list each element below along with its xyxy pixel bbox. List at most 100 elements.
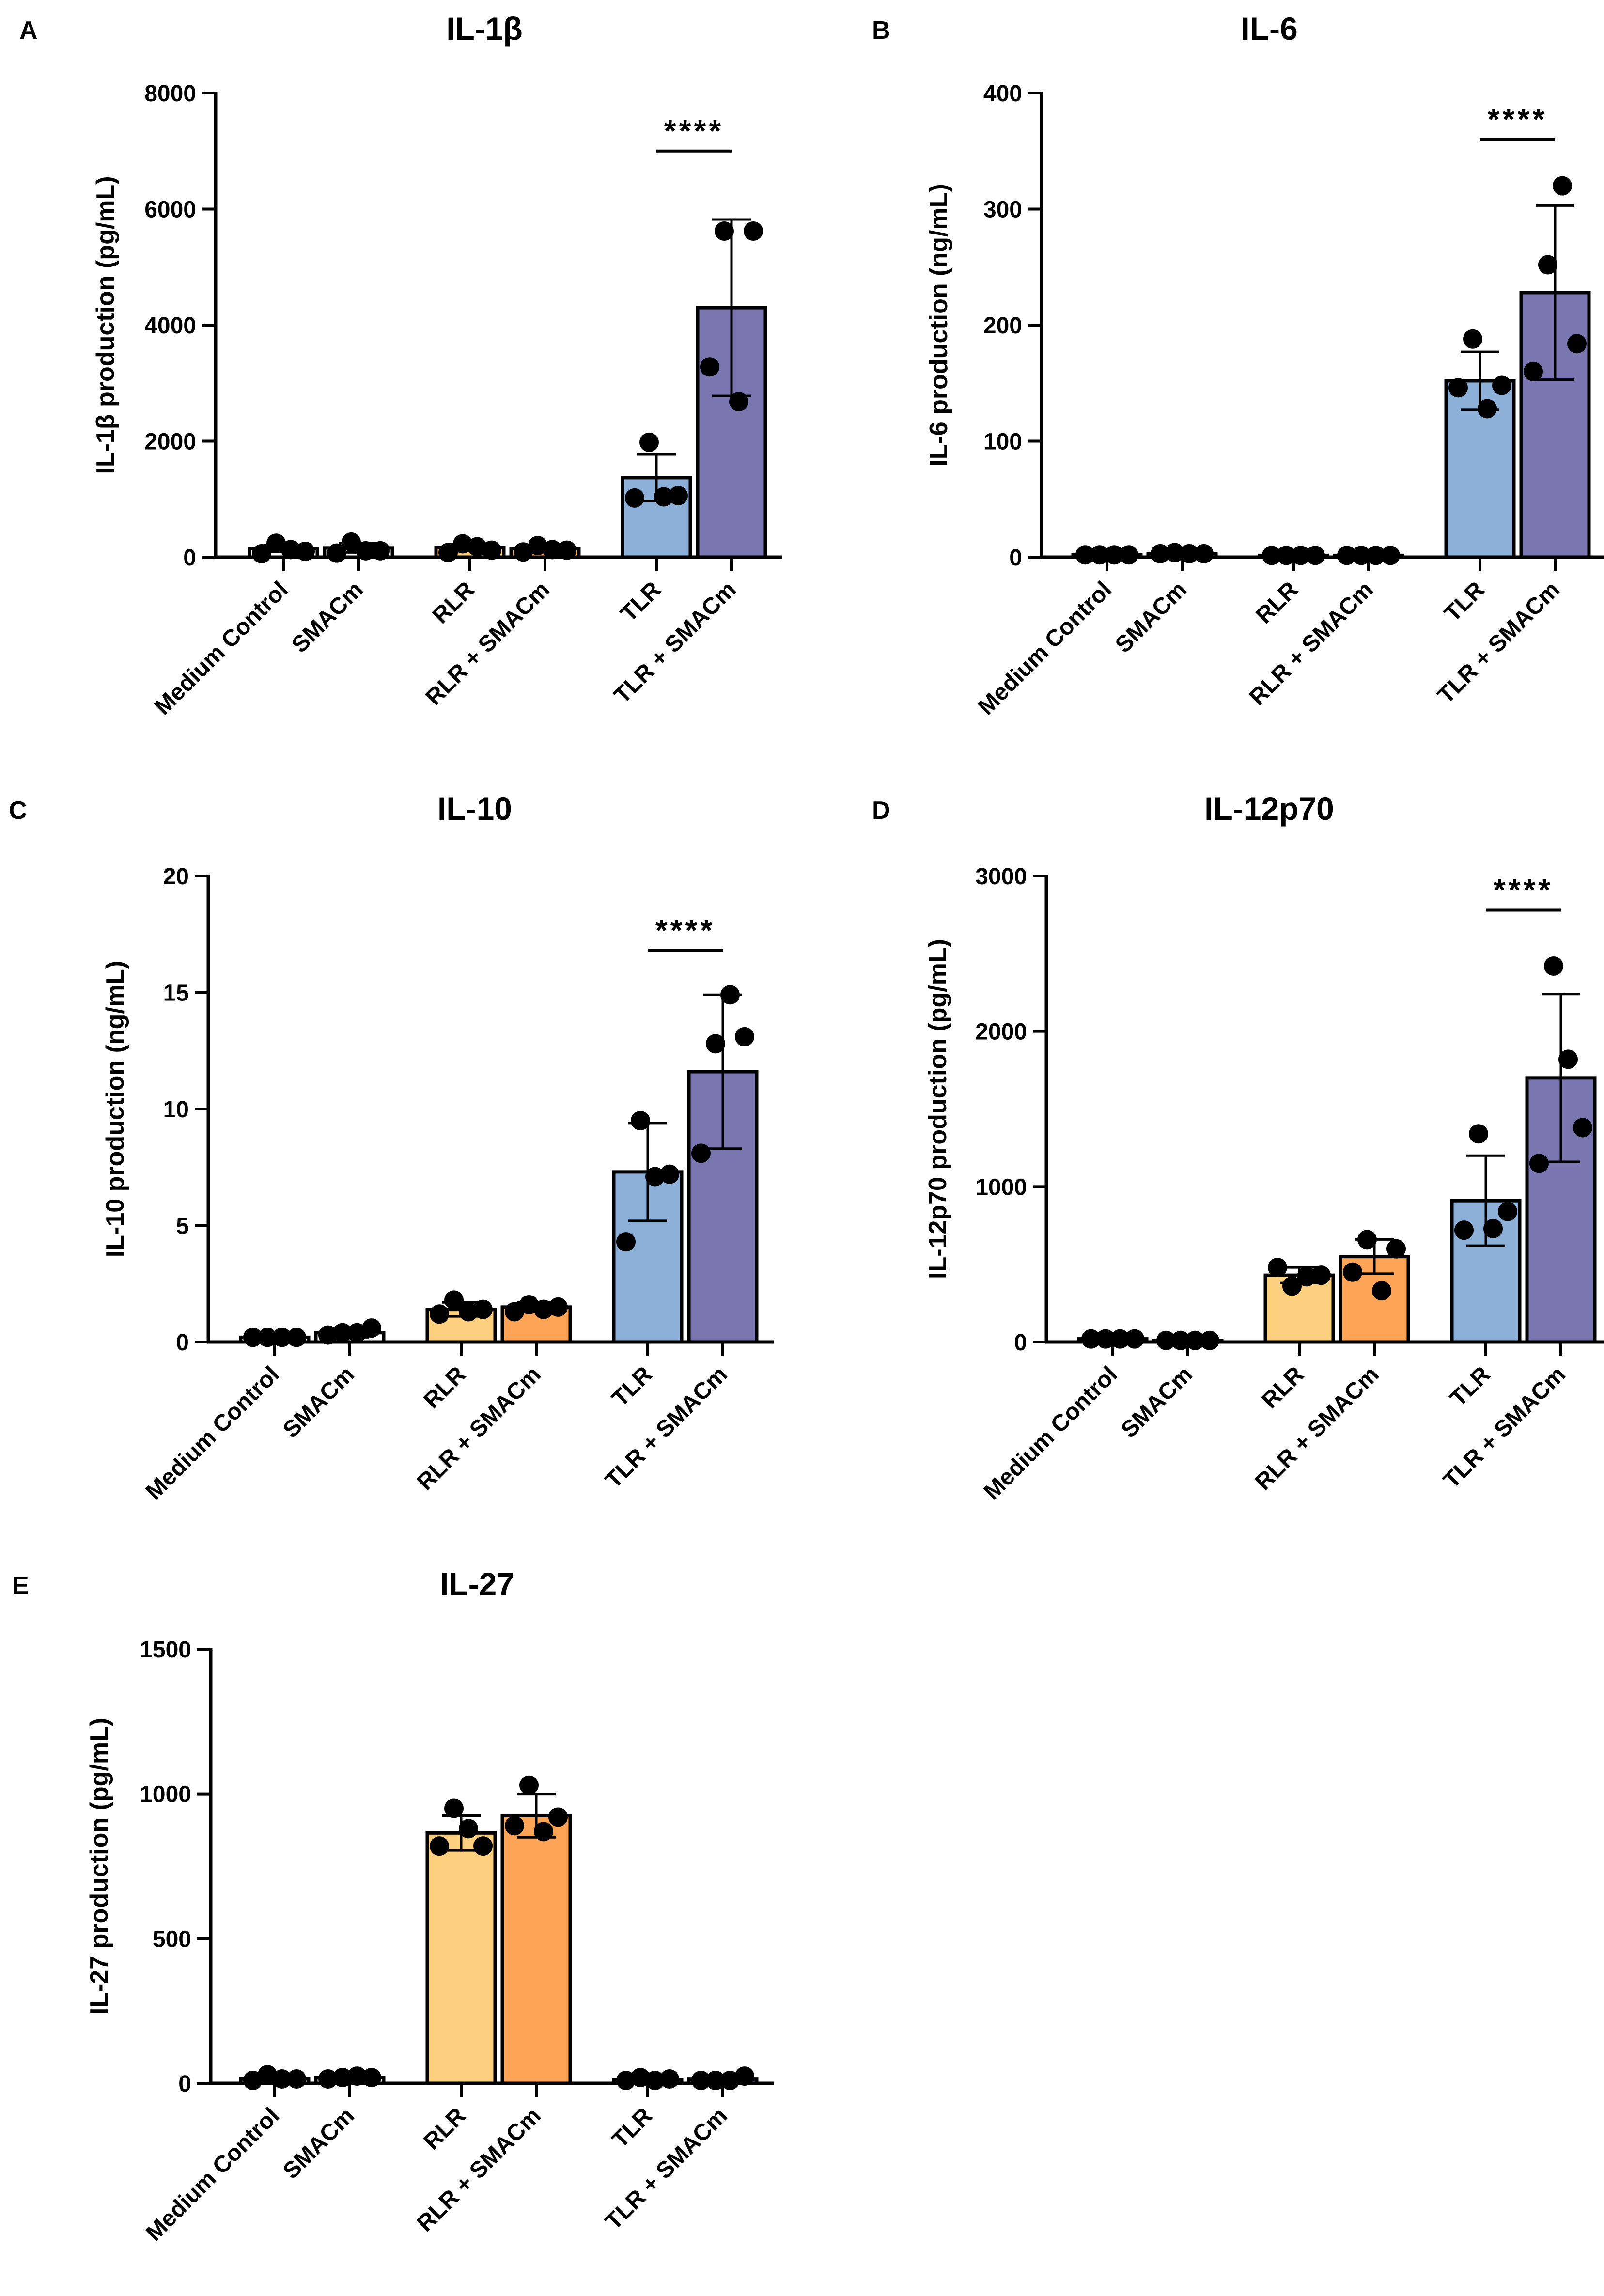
data-point (347, 1323, 367, 1343)
y-axis-label: IL-12p70 production (pg/mL) (924, 939, 952, 1279)
panel-letter: D (872, 797, 890, 825)
y-tick-label: 3000 (975, 864, 1027, 890)
y-tick-label: 0 (1009, 545, 1022, 571)
data-point (1125, 1329, 1144, 1349)
y-tick-label: 500 (153, 1926, 191, 1952)
data-point (528, 536, 547, 556)
data-point (616, 2071, 636, 2091)
panel-letter: B (872, 16, 890, 45)
data-point (1366, 546, 1386, 565)
data-point (318, 1325, 338, 1345)
chart-title: IL-27 (440, 1566, 514, 1602)
data-point (543, 540, 562, 560)
data-point (1194, 544, 1214, 563)
data-point (1081, 1329, 1101, 1349)
data-point (1524, 361, 1543, 381)
chart-panel-c: C IL-10 IL-10 production (ng/mL) 0 5 10 15 20 Me… (9, 791, 774, 1505)
data-point (1372, 1281, 1391, 1301)
panel-letter: E (12, 1572, 29, 1600)
data-point (645, 2071, 665, 2091)
data-point (1090, 545, 1109, 565)
data-point (266, 533, 286, 553)
data-point (287, 2069, 306, 2089)
data-point (1297, 1267, 1316, 1287)
x-tick-label: Medium Control (141, 2103, 284, 2246)
data-point (534, 1822, 553, 1842)
data-point (1357, 1230, 1377, 1250)
x-tick-label: SMACm (1110, 577, 1192, 658)
data-point (744, 221, 763, 241)
data-point (548, 1297, 568, 1317)
y-tick-label: 20 (163, 864, 189, 890)
data-point (1306, 546, 1325, 565)
data-point (1311, 1265, 1331, 1285)
data-point (616, 1232, 636, 1252)
data-point (706, 2071, 725, 2091)
data-point (453, 534, 472, 554)
y-tick-label: 200 (983, 313, 1022, 339)
data-point (548, 1807, 568, 1827)
y-tick-label: 1000 (975, 1174, 1027, 1200)
data-point (1386, 1239, 1406, 1259)
data-point (505, 1816, 524, 1836)
bar-rlr-smacm (500, 1813, 572, 2085)
x-tick-label: TLR (1445, 1361, 1495, 1411)
data-point (557, 540, 576, 560)
data-point (1553, 176, 1572, 196)
data-point (459, 1302, 478, 1322)
data-point (1105, 545, 1124, 565)
x-tick-label: TLR (607, 2103, 657, 2153)
data-point (735, 1027, 754, 1046)
bar-rlr (425, 1831, 497, 2085)
significance-label: **** (664, 113, 724, 148)
data-point (1483, 1218, 1503, 1238)
data-point (1291, 546, 1310, 565)
data-point (1352, 546, 1371, 565)
data-point (1448, 378, 1468, 398)
data-point (1343, 1262, 1362, 1282)
data-point (467, 537, 487, 557)
data-point (534, 1299, 553, 1319)
data-point (444, 1290, 464, 1310)
data-point (700, 357, 719, 377)
data-point (639, 432, 659, 452)
x-tick-label: RLR (419, 2103, 471, 2155)
y-tick-label: 300 (983, 197, 1022, 223)
data-point (1567, 334, 1587, 354)
y-tick-label: 6000 (144, 197, 196, 223)
chart-title: IL-1β (446, 11, 523, 47)
y-tick-label: 15 (163, 981, 189, 1006)
x-tick-label: TLR (1439, 577, 1489, 626)
y-tick-label: 0 (183, 545, 196, 571)
chart-panel-a: A IL-1β IL-1β production (pg/mL) 0 2000 4000 6… (19, 11, 782, 720)
data-point (625, 488, 644, 508)
x-tick-label: SMACm (278, 1361, 359, 1443)
significance-label: **** (1494, 873, 1554, 907)
data-point (691, 1143, 711, 1163)
data-point (1469, 1124, 1488, 1144)
data-point (1538, 255, 1557, 275)
x-tick-label: TLR (616, 577, 666, 626)
y-tick-label: 400 (983, 81, 1022, 107)
data-point (473, 1299, 493, 1319)
data-point (430, 1304, 449, 1324)
data-point (645, 1167, 665, 1187)
y-tick-label: 0 (178, 2071, 191, 2097)
y-axis-label: IL-6 production (ng/mL) (925, 184, 953, 466)
data-point (243, 2071, 263, 2091)
y-tick-label: 4000 (144, 313, 196, 339)
panel-letter: C (9, 797, 27, 825)
y-tick-label: 2000 (144, 429, 196, 455)
data-point (430, 1836, 449, 1856)
x-tick-label: RLR (1251, 577, 1303, 628)
data-point (1337, 546, 1356, 565)
data-point (720, 985, 740, 1005)
data-point (660, 1164, 679, 1184)
x-tick-label: Medium Control (141, 1361, 284, 1505)
x-tick-label: Medium Control (979, 1361, 1122, 1505)
y-tick-label: 10 (163, 1097, 189, 1123)
data-point (519, 1775, 539, 1795)
panel-letter: A (19, 16, 38, 45)
data-point (1558, 1049, 1578, 1069)
